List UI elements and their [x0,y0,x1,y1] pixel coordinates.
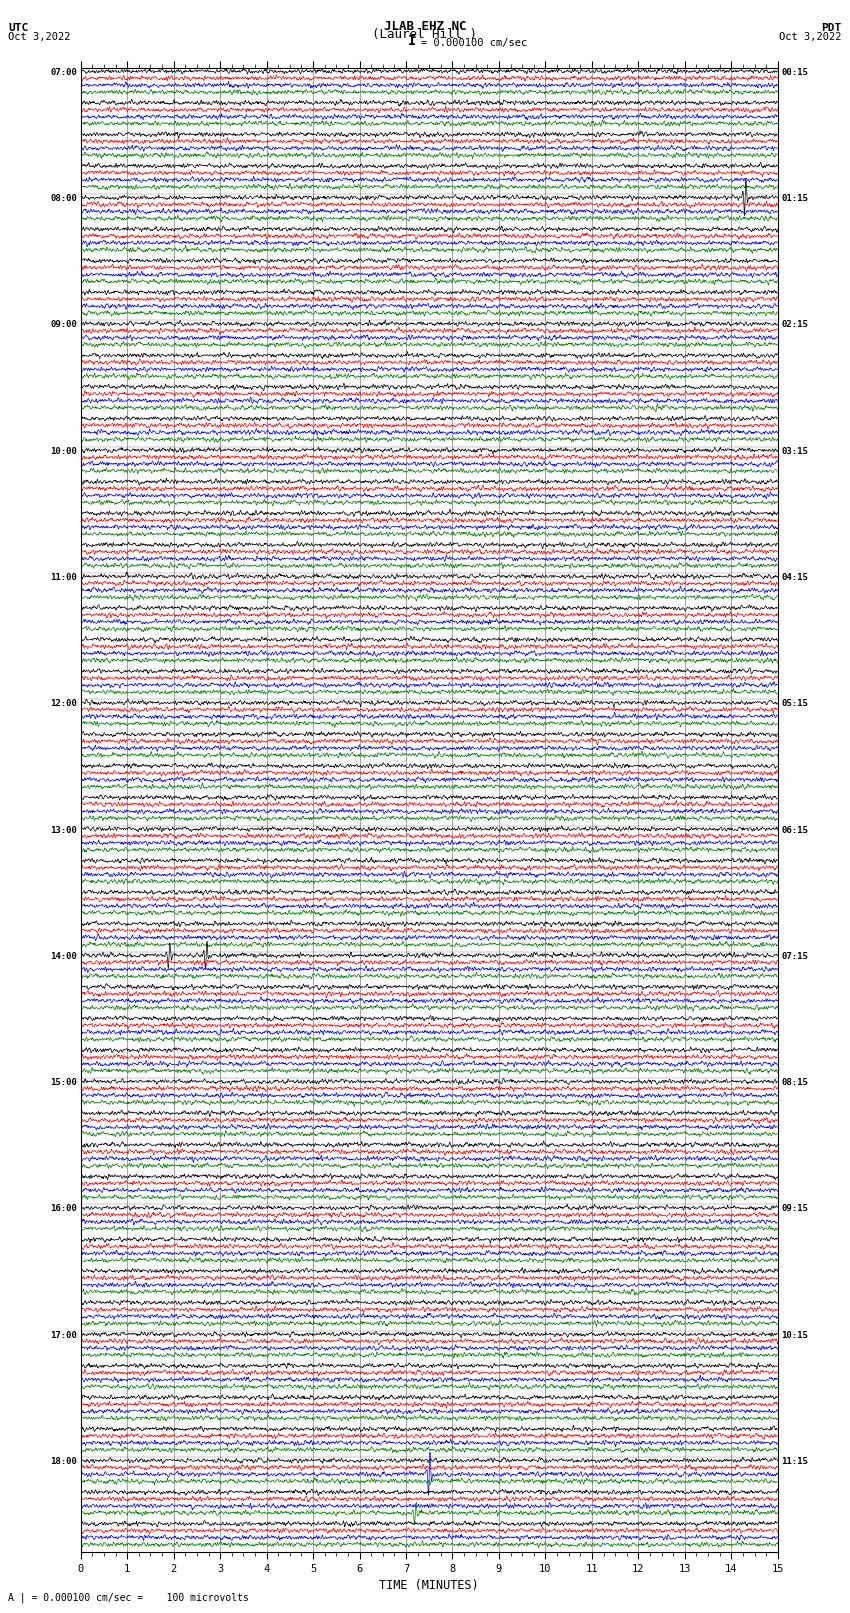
Text: 08:00: 08:00 [50,194,77,203]
Text: 11:15: 11:15 [781,1457,808,1466]
Text: 18:00: 18:00 [50,1457,77,1466]
Text: 04:15: 04:15 [781,573,808,582]
Text: 17:00: 17:00 [50,1331,77,1340]
Text: 11:00: 11:00 [50,573,77,582]
Text: 12:00: 12:00 [50,698,77,708]
Text: 10:00: 10:00 [50,447,77,455]
Text: 02:15: 02:15 [781,321,808,329]
Text: 13:00: 13:00 [50,826,77,834]
Text: 07:00: 07:00 [50,68,77,77]
Text: (Laurel Hill ): (Laurel Hill ) [372,27,478,40]
Text: 09:15: 09:15 [781,1205,808,1213]
Text: 15:00: 15:00 [50,1077,77,1087]
Text: UTC: UTC [8,23,29,32]
Text: = 0.000100 cm/sec: = 0.000100 cm/sec [421,39,527,48]
Text: Oct 3,2022: Oct 3,2022 [779,32,842,42]
Text: I: I [408,34,416,48]
Text: 07:15: 07:15 [781,952,808,961]
Text: 01:15: 01:15 [781,194,808,203]
Text: 09:00: 09:00 [50,321,77,329]
Text: 14:00: 14:00 [50,952,77,961]
Text: 03:15: 03:15 [781,447,808,455]
Text: A | = 0.000100 cm/sec =    100 microvolts: A | = 0.000100 cm/sec = 100 microvolts [8,1592,249,1603]
Text: 08:15: 08:15 [781,1077,808,1087]
Text: 06:15: 06:15 [781,826,808,834]
Text: 00:15: 00:15 [781,68,808,77]
Text: Oct 3,2022: Oct 3,2022 [8,32,71,42]
Text: JLAB EHZ NC: JLAB EHZ NC [383,19,467,32]
Text: PDT: PDT [821,23,842,32]
Text: 05:15: 05:15 [781,698,808,708]
X-axis label: TIME (MINUTES): TIME (MINUTES) [379,1579,479,1592]
Text: 16:00: 16:00 [50,1205,77,1213]
Text: 10:15: 10:15 [781,1331,808,1340]
